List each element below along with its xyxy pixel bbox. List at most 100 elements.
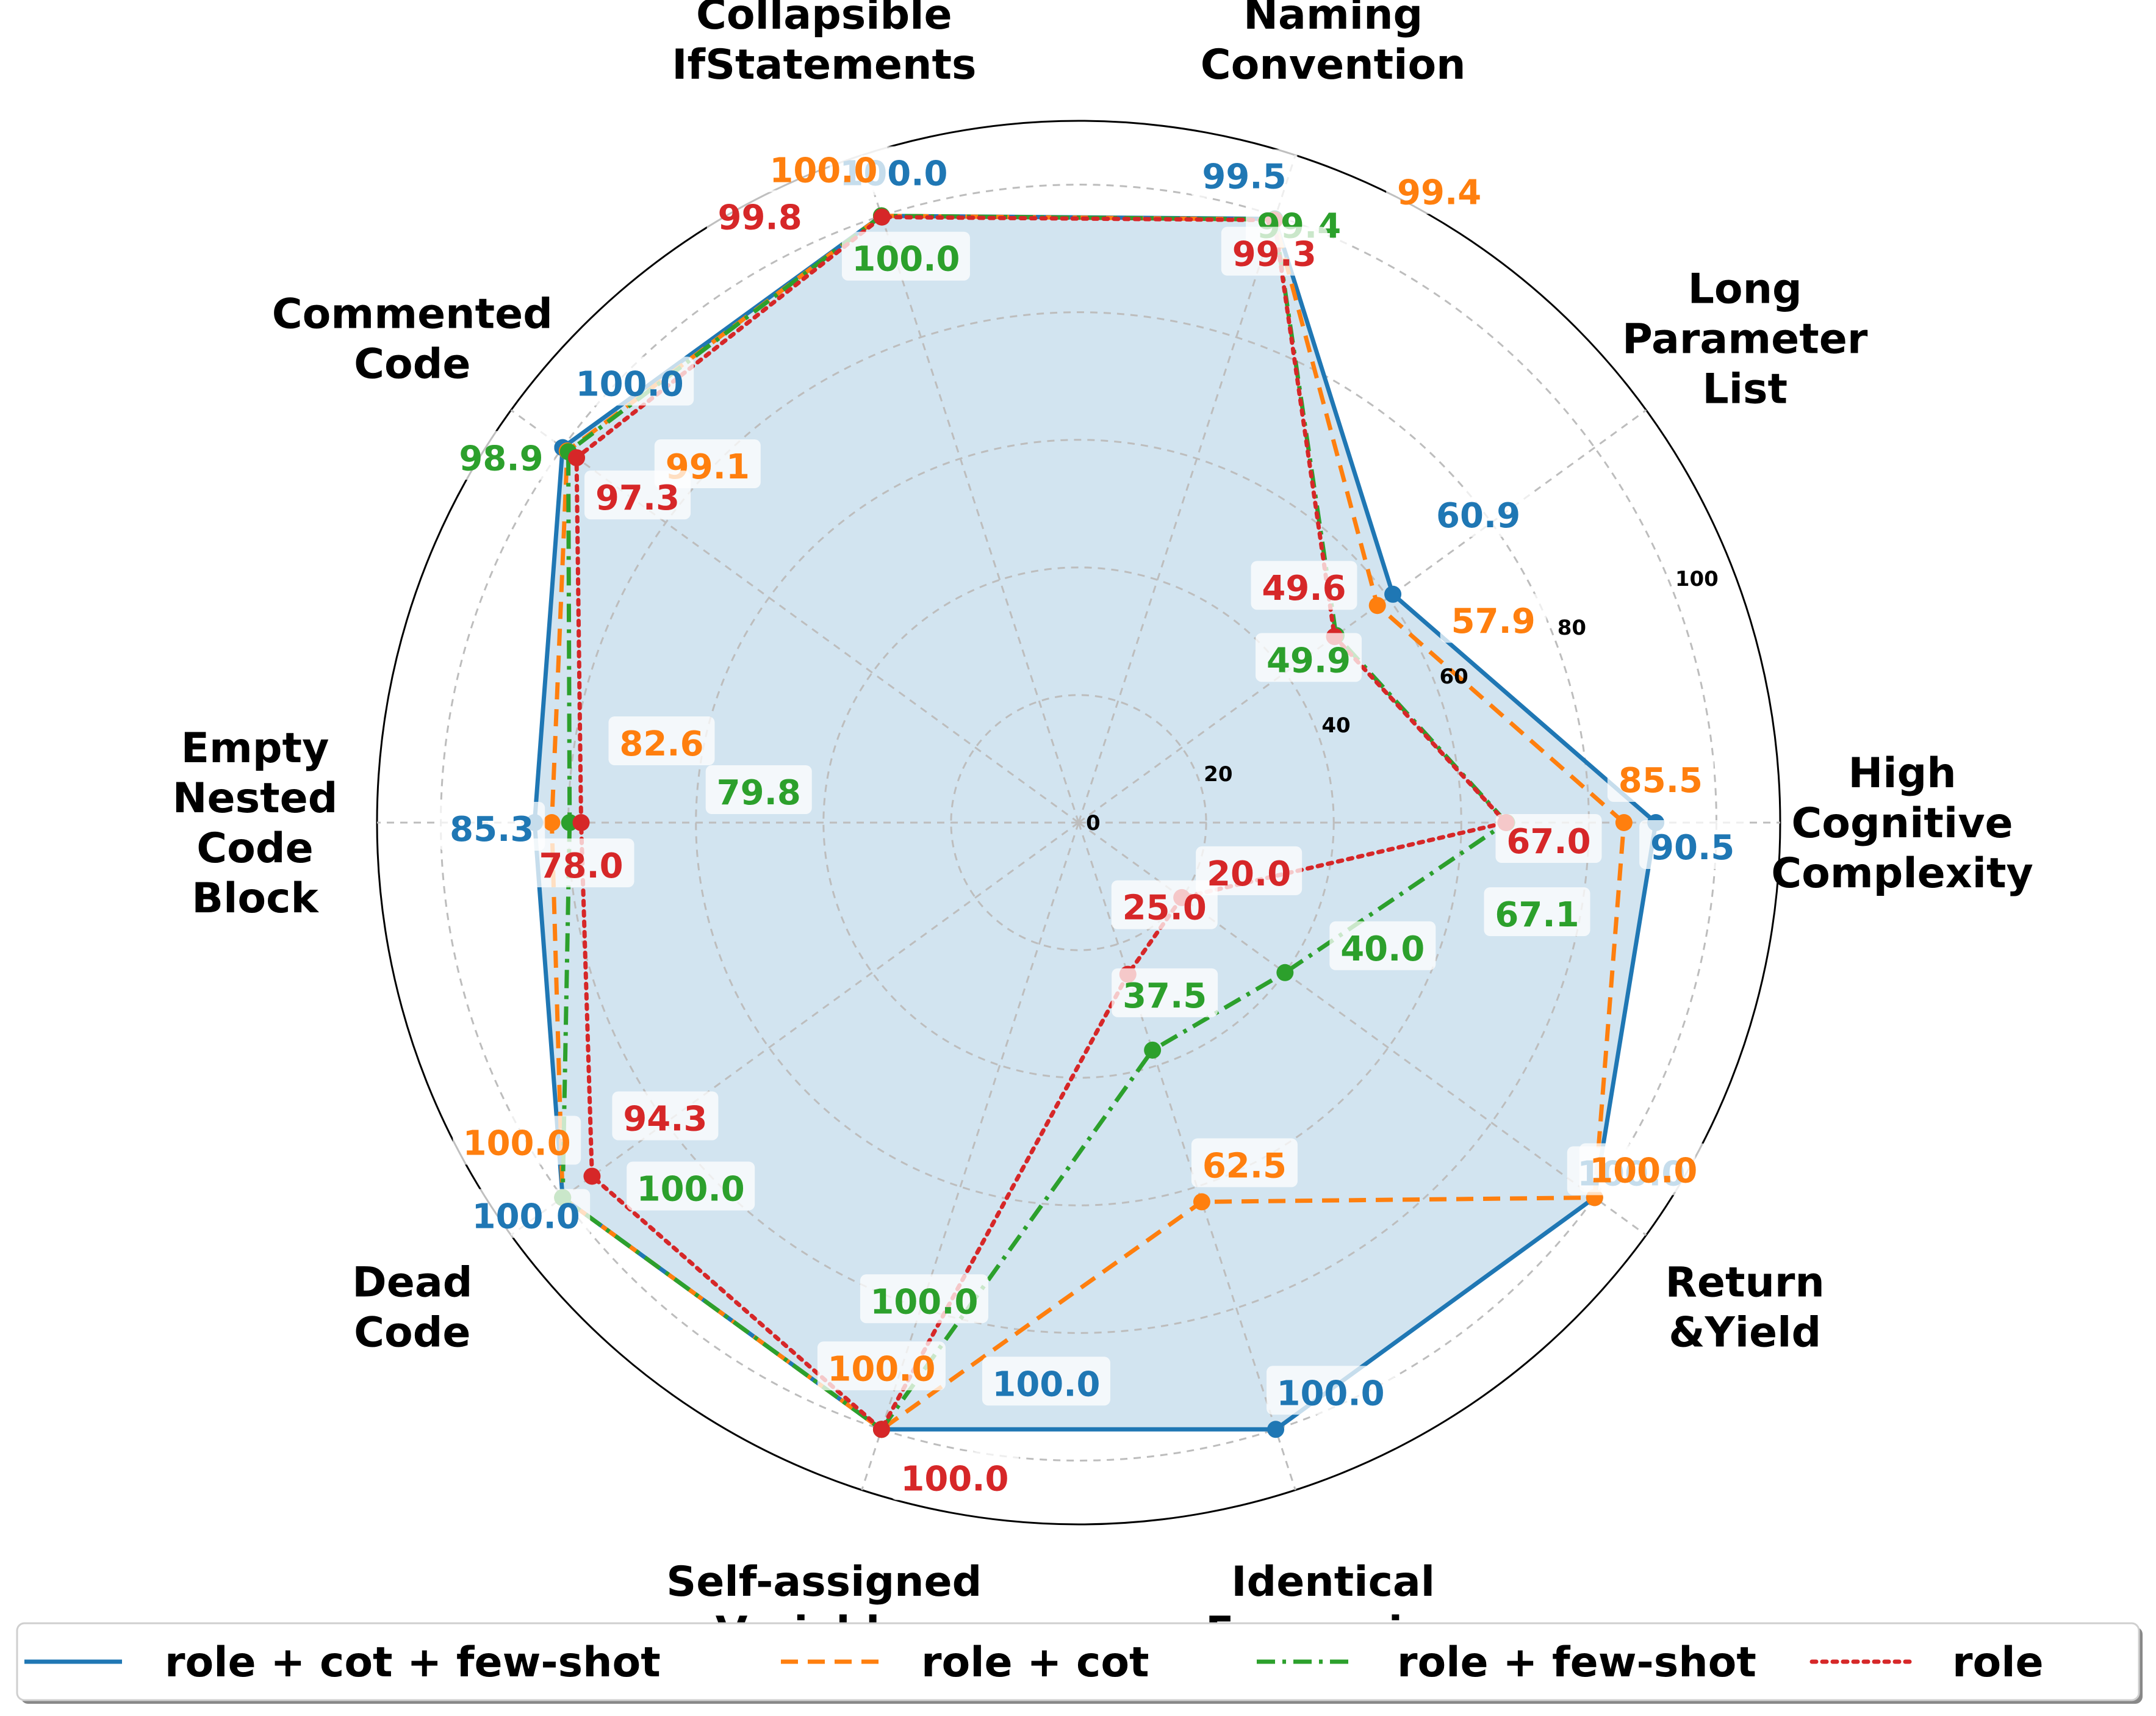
data-label-bg [608,716,715,765]
data-label: 49.6 [1262,569,1346,608]
category-label: Naming Convention [1201,0,1466,89]
grid-spoke [1078,821,1647,1236]
data-label-bg [1329,921,1436,970]
data-point [873,208,891,226]
data-label-bg [448,431,555,480]
series-line-2 [560,214,1509,1432]
grid-spoke [1077,822,1296,1491]
data-label-bg [1112,968,1218,1017]
data-label: 100.0 [1589,1152,1697,1191]
data-label: 20.0 [1207,854,1291,894]
data-label-bg [860,1274,988,1324]
category-label-line: Naming [1243,0,1423,39]
data-label: 100.0 [637,1170,745,1209]
category-label-line: Convention [1201,41,1466,89]
data-label-bg [1256,633,1362,682]
data-label-bg [566,356,694,406]
data-label-bg [439,802,545,851]
data-label-bg [817,1341,946,1391]
category-label-line: &Yield [1669,1309,1821,1357]
data-label: 60.9 [1436,496,1520,536]
data-point [1144,1041,1162,1059]
data-label: 85.5 [1619,761,1703,801]
data-point [1615,814,1633,831]
legend-box [16,1622,2140,1701]
data-label-bg [612,1091,719,1141]
data-label-bg [982,1357,1110,1406]
r-tick-label: 40 [1321,713,1350,738]
grid-spoke [861,154,1080,823]
category-label: Long Parameter List [1622,265,1868,413]
r-tick-label: 0 [1086,811,1101,835]
data-label: 100.0 [852,240,960,279]
data-label: 67.0 [1506,822,1590,862]
data-label-bg [1251,561,1357,610]
data-point [1267,1421,1285,1438]
r-tick-label: 80 [1558,616,1586,640]
legend-label: role + cot [921,1638,1149,1687]
data-label: 49.9 [1267,641,1351,680]
category-label-line: Code [196,824,313,873]
category-label-line: List [1702,365,1788,413]
data-label-bg [1639,820,1746,869]
category-label-line: Block [192,874,319,923]
grid-spoke [1078,409,1647,824]
data-label: 82.6 [619,724,703,764]
radial-tick-labels: 0 20 40 60 80 100 [1086,567,1719,835]
data-label-bg [841,231,970,281]
data-point [1368,597,1386,615]
data-label: 78.0 [539,846,623,886]
category-label-line: Collapsible [696,0,952,39]
grid-spoke [1077,154,1296,823]
data-label: 99.4 [1397,173,1481,213]
category-label: Commented Code [272,290,553,388]
data-point [583,1167,601,1185]
data-label-bg [1221,226,1328,276]
data-label: 90.5 [1650,828,1734,868]
category-label: Dead Code [352,1259,472,1357]
grid-spoke [861,822,1080,1491]
data-point [1193,1193,1210,1211]
data-label: 99.5 [1202,157,1286,197]
data-label: 97.3 [595,478,680,518]
category-label-line: Complexity [1771,849,2033,898]
legend: role + cot + few-shot role + cot role + fe… [16,1622,2143,1704]
category-label: Empty Nested Code Block [173,724,338,923]
category-label-line: Code [354,340,470,388]
data-label: 25.0 [1123,889,1207,928]
data-point [1384,585,1402,603]
data-label: 62.5 [1202,1146,1287,1186]
data-label-bg [1267,1366,1395,1415]
grid-spoke [510,409,1079,824]
data-label: 98.9 [459,439,543,478]
category-label-line: Long [1688,265,1802,313]
data-label-bg [1191,149,1298,198]
data-label: 79.8 [717,773,801,813]
data-label-bg [453,1116,581,1165]
data-point [543,814,561,831]
data-label: 100.0 [576,364,684,404]
data-label: 94.3 [623,1099,707,1139]
data-label: 100.0 [769,151,877,191]
chart-series [526,207,1665,1438]
legend-label: role [1952,1638,2044,1687]
legend-label: role + cot + few-shot [165,1638,661,1687]
data-label-bg [1579,1143,1708,1192]
data-label-bg [584,470,691,520]
category-label: Return &Yield [1666,1259,1825,1357]
data-label-bg [1484,887,1590,936]
data-label: 100.0 [870,1282,978,1322]
r-tick-label: 60 [1440,665,1468,689]
data-label-bg [528,838,634,887]
data-label-bg [759,143,888,192]
data-label-bg [1440,594,1547,643]
data-label: 100.0 [827,1349,935,1389]
category-label-line: High [1848,749,1956,798]
data-labels: 90.5 60.9 99.5 100.0 100.0 85.3 100.0 100.0 100.… [439,143,1746,1501]
data-point [872,1421,890,1438]
legend-label: role + few-shot [1397,1638,1756,1687]
category-label-line: Return [1666,1259,1825,1307]
data-label: 99.8 [717,198,802,238]
category-label-line: Empty [181,724,329,773]
